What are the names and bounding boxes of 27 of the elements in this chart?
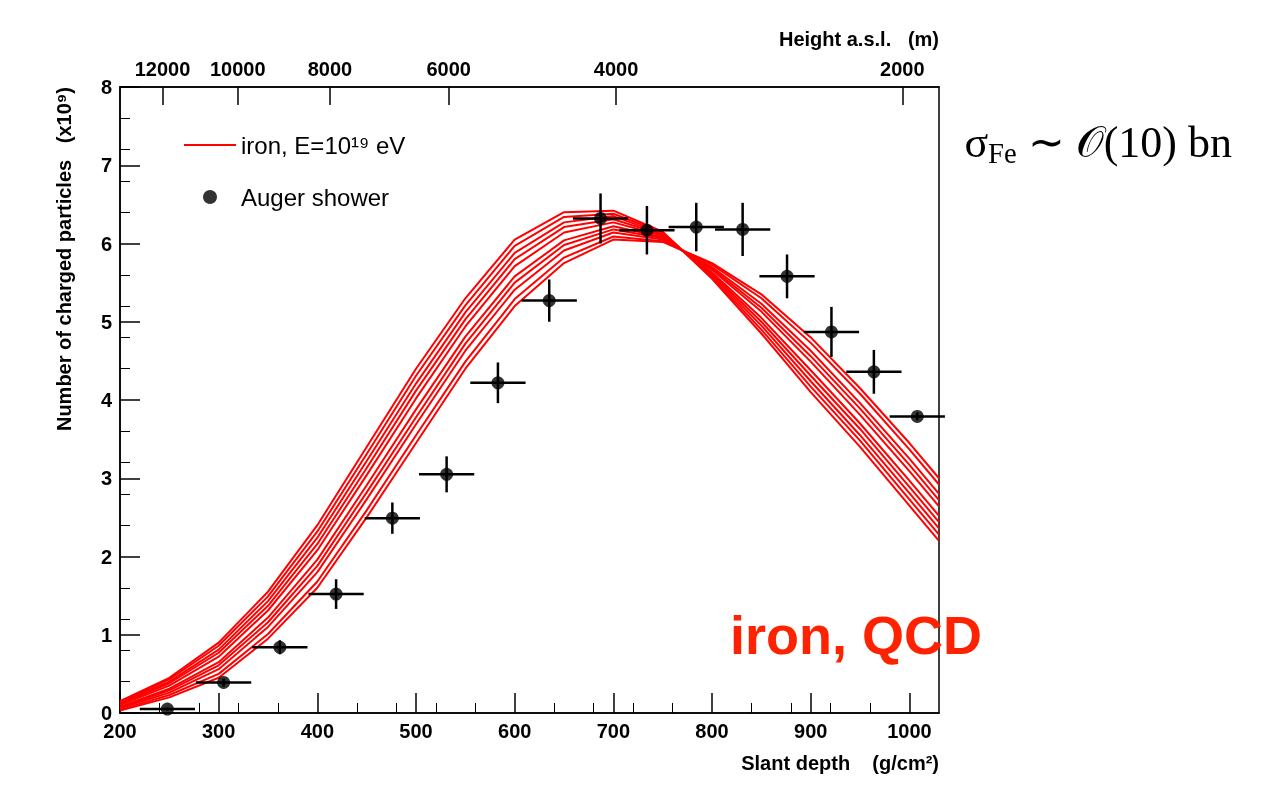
y-tick-label: 3 — [100, 467, 112, 490]
x2-axis-title: Height a.s.l. (m) — [778, 28, 939, 50]
x2-tick-label: 10000 — [209, 58, 266, 80]
x2-tick-label: 2000 — [880, 58, 925, 80]
y-tick-label: 7 — [100, 154, 112, 177]
x-tick-label: 900 — [794, 720, 828, 742]
y-tick-label: 8 — [100, 76, 112, 98]
y-tick-label: 5 — [100, 310, 112, 333]
legend-label: iron, E=10¹⁹ eV — [241, 131, 406, 159]
legend-label: Auger shower — [241, 183, 390, 211]
y-tick-label: 2 — [100, 545, 112, 568]
y-tick-label: 4 — [100, 389, 113, 411]
x2-tick-label: 8000 — [307, 58, 353, 80]
x-tick-label: 300 — [201, 720, 236, 742]
x-axis-title: Slant depth (g/cm²) — [741, 752, 939, 774]
y-axis-title: Number of charged particles (x10⁹) — [53, 87, 75, 432]
x-tick-label: 1000 — [887, 720, 932, 742]
y-tick-label: 1 — [100, 623, 112, 646]
x2-tick-label: 12000 — [134, 58, 191, 80]
x-tick-label: 600 — [498, 720, 532, 742]
x-tick-label: 700 — [596, 720, 631, 742]
x2-tick-label: 6000 — [426, 58, 471, 80]
x2-tick-label: 4000 — [593, 58, 639, 80]
y-tick-label: 6 — [100, 232, 112, 255]
x-tick-label: 400 — [300, 720, 335, 742]
x-tick-label: 800 — [695, 720, 729, 742]
x-tick-label: 500 — [399, 720, 433, 742]
